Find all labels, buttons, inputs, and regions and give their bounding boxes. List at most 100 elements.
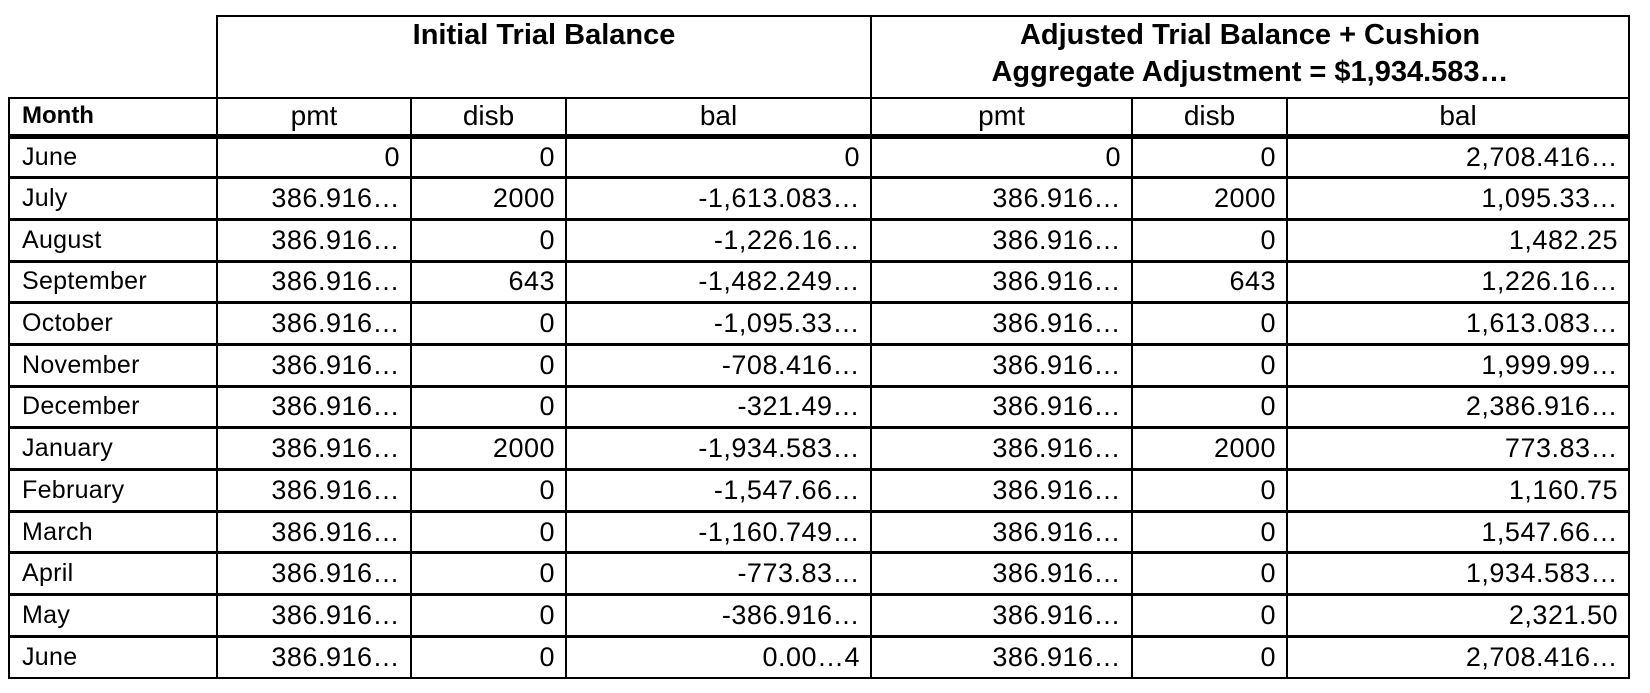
table-row-august: August 386.916… 0 -1,226.16… 386.916… 0 … [8,217,1631,263]
initial-bal-cell: -1,547.66… [564,468,873,513]
table-row-july: July 386.916… 2000 -1,613.083… 386.916… … [8,176,1631,221]
adjusted-disb-cell: 0 [1131,551,1289,597]
month-cell: September [8,259,218,305]
adjusted-bal-cell: 1,482.25 [1286,217,1631,263]
initial-pmt-cell: 386.916… [216,301,412,346]
initial-pmt-cell: 386.916… [216,593,412,638]
adjusted-bal-column-header: bal [1286,97,1631,139]
initial-trial-balance-title: Initial Trial Balance [412,19,676,51]
adjusted-disb-cell: 0 [1131,509,1289,555]
adjusted-disb-cell: 0 [1131,342,1289,388]
month-cell: July [8,176,218,221]
table-row-september: September 386.916… 643 -1,482.249… 386.9… [8,259,1631,305]
adjusted-pmt-cell: 386.916… [870,426,1134,471]
adjusted-pmt-cell: 386.916… [870,634,1134,679]
initial-disb-cell: 0 [410,468,567,513]
initial-disb-cell: 0 [410,634,567,679]
initial-bal-cell: -1,095.33… [564,301,873,346]
month-column-header: Month [8,97,218,139]
initial-bal-cell: 0 [564,134,873,180]
initial-bal-column-header: bal [564,97,873,139]
initial-disb-cell: 0 [410,217,567,263]
adjusted-disb-cell: 643 [1131,259,1289,305]
initial-pmt-cell: 386.916… [216,217,412,263]
adjusted-bal-cell: 1,226.16… [1286,259,1631,305]
adjusted-bal-cell: 2,708.416… [1286,134,1631,180]
initial-trial-balance-header: Initial Trial Balance [215,15,873,99]
initial-bal-cell: 0.00…4 [564,634,873,679]
adjusted-pmt-cell: 386.916… [870,468,1134,513]
adjusted-pmt-cell: 386.916… [870,259,1134,305]
month-cell: November [8,342,218,388]
adjusted-bal-cell: 1,160.75 [1286,468,1631,513]
adjusted-disb-column-header: disb [1131,97,1289,139]
month-cell: August [8,217,218,263]
corner-spacer [9,16,217,98]
adjusted-disb-cell: 0 [1131,301,1289,346]
adjusted-bal-cell: 1,934.583… [1286,551,1631,597]
initial-bal-cell: -708.416… [564,342,873,388]
table-row-october: October 386.916… 0 -1,095.33… 386.916… 0… [8,301,1631,346]
initial-disb-cell: 0 [410,509,567,555]
adjusted-pmt-cell: 386.916… [870,593,1134,638]
adjusted-title-line2: Aggregate Adjustment = $1,934.583… [991,56,1509,88]
initial-pmt-cell: 386.916… [216,259,412,305]
table-row-february: February 386.916… 0 -1,547.66… 386.916… … [8,468,1631,513]
adjusted-pmt-cell: 386.916… [870,217,1134,263]
initial-pmt-cell: 386.916… [216,634,412,679]
adjusted-pmt-cell: 386.916… [870,342,1134,388]
group-header-row: Initial Trial Balance Adjusted Trial Bal… [9,15,1631,99]
table-row-may: May 386.916… 0 -386.916… 386.916… 0 2,32… [8,593,1631,638]
adjusted-disb-cell: 2000 [1131,176,1289,221]
month-cell: June [8,634,218,679]
adjusted-pmt-cell: 0 [870,134,1134,180]
initial-bal-cell: -1,160.749… [564,509,873,555]
adjusted-disb-cell: 0 [1131,468,1289,513]
initial-disb-cell: 2000 [410,176,567,221]
adjusted-pmt-cell: 386.916… [870,176,1134,221]
initial-disb-cell: 2000 [410,426,567,471]
initial-disb-cell: 0 [410,342,567,388]
adjusted-title-line1: Adjusted Trial Balance + Cushion [1019,19,1481,51]
adjusted-bal-cell: 773.83… [1286,426,1631,471]
month-cell: December [8,384,218,430]
initial-bal-cell: -1,482.249… [564,259,873,305]
initial-pmt-cell: 0 [216,134,412,180]
initial-pmt-cell: 386.916… [216,509,412,555]
adjusted-bal-cell: 1,095.33… [1286,176,1631,221]
adjusted-pmt-cell: 386.916… [870,301,1134,346]
initial-pmt-column-header: pmt [216,97,412,139]
initial-pmt-cell: 386.916… [216,426,412,471]
initial-pmt-cell: 386.916… [216,551,412,597]
adjusted-pmt-cell: 386.916… [870,551,1134,597]
month-cell: April [8,551,218,597]
initial-pmt-cell: 386.916… [216,176,412,221]
adjusted-bal-cell: 2,321.50 [1286,593,1631,638]
table-row-june: June 0 0 0 0 0 2,708.416… [8,134,1631,180]
initial-pmt-cell: 386.916… [216,468,412,513]
adjusted-pmt-column-header: pmt [870,97,1134,139]
initial-disb-cell: 0 [410,301,567,346]
adjusted-bal-cell: 2,386.916… [1286,384,1631,430]
column-header-row: Month pmt disb bal pmt disb bal [8,97,1631,139]
month-cell: February [8,468,218,513]
table-row-june-final: June 386.916… 0 0.00…4 386.916… 0 2,708.… [8,634,1631,679]
month-cell: January [8,426,218,471]
initial-bal-cell: -321.49… [564,384,873,430]
adjusted-bal-cell: 1,613.083… [1286,301,1631,346]
initial-bal-cell: -1,613.083… [564,176,873,221]
month-cell: October [8,301,218,346]
initial-disb-column-header: disb [410,97,567,139]
initial-disb-cell: 0 [410,593,567,638]
initial-disb-cell: 643 [410,259,567,305]
initial-disb-cell: 0 [410,384,567,430]
adjusted-disb-cell: 0 [1131,384,1289,430]
table-row-march: March 386.916… 0 -1,160.749… 386.916… 0 … [8,509,1631,555]
initial-pmt-cell: 386.916… [216,342,412,388]
adjusted-bal-cell: 1,999.99… [1286,342,1631,388]
adjusted-trial-balance-header: Adjusted Trial Balance + Cushion Aggrega… [870,15,1631,99]
initial-pmt-cell: 386.916… [216,384,412,430]
initial-bal-cell: -773.83… [564,551,873,597]
adjusted-disb-cell: 2000 [1131,426,1289,471]
